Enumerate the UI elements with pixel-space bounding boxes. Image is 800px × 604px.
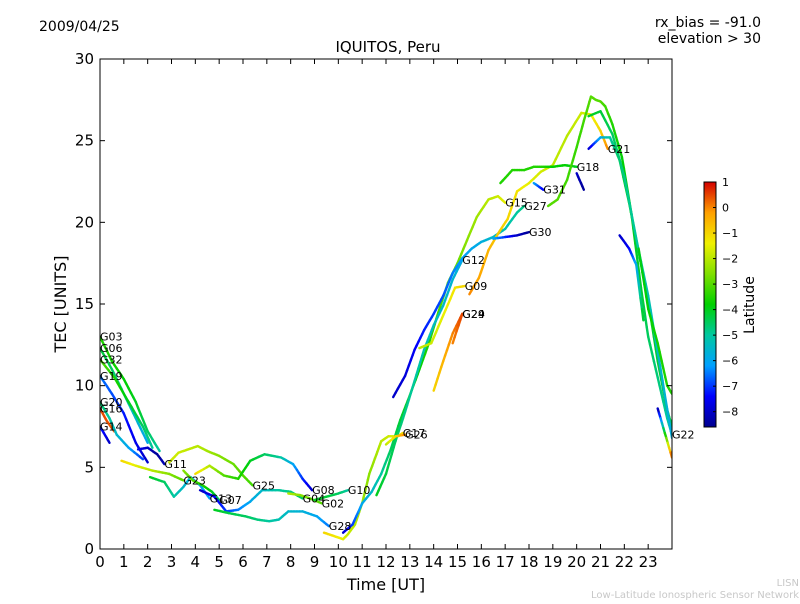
series-label-g14: G14: [100, 421, 123, 434]
x-tick-label: 15: [448, 553, 467, 571]
x-tick-label: 17: [496, 553, 515, 571]
series-segment: [641, 298, 643, 309]
rx-bias-label: rx_bias = -91.0: [655, 15, 761, 31]
colorbar-tick-label: −7: [722, 380, 738, 393]
series-label-g11: G11: [164, 458, 187, 471]
x-tick-label: 19: [543, 553, 562, 571]
y-tick-label: 20: [75, 213, 94, 231]
series-segment: [109, 441, 110, 443]
y-tick-label: 10: [75, 377, 94, 395]
colorbar-tick-label: 0: [722, 202, 729, 215]
series-label-g32: G32: [100, 354, 123, 367]
series-label-g21: G21: [608, 143, 631, 156]
x-tick-label: 2: [143, 553, 153, 571]
colorbar-tick-label: −1: [722, 227, 738, 240]
series-label-g09: G09: [465, 280, 488, 293]
series-label-g02: G02: [322, 497, 345, 510]
y-tick-label: 30: [75, 50, 94, 68]
series-label-g27: G27: [524, 200, 547, 213]
series-segment: [642, 309, 643, 320]
series-segment: [644, 307, 645, 317]
colorbar-ticks: 1 0 −1 −2 −3 −4 −5 −6 −7 −8: [713, 176, 738, 419]
series-segment: [639, 287, 640, 298]
y-axis-label: TEC [UNITS]: [51, 256, 70, 354]
x-tick-label: 4: [191, 553, 201, 571]
y-tick-label: 15: [75, 295, 94, 313]
x-tick-label: 18: [519, 553, 538, 571]
x-tick-label: 6: [238, 553, 248, 571]
colorbar-tick-label: −3: [722, 278, 738, 291]
x-tick-label: 20: [567, 553, 586, 571]
series-segment: [638, 276, 639, 287]
series-label-g12: G12: [462, 254, 485, 267]
series-segment: [582, 186, 583, 189]
colorbar-tick-label: −4: [722, 304, 738, 317]
series-label-g20: G20: [100, 396, 123, 409]
x-tick-label: 0: [95, 553, 105, 571]
y-tick-label: 0: [84, 540, 94, 558]
x-tick-label: 7: [262, 553, 272, 571]
series-label-g31: G31: [543, 184, 566, 197]
series-label-g26: G26: [405, 429, 428, 442]
series-label-g18: G18: [577, 161, 600, 174]
x-tick-label: 10: [329, 553, 348, 571]
series-segment: [645, 317, 646, 327]
credit-network: Low-Latitude Ionospheric Sensor Network: [591, 590, 799, 600]
series-label-g19: G19: [100, 370, 123, 383]
colorbar-tick-label: −8: [722, 406, 738, 419]
chart-title: IQUITOS, Peru: [335, 38, 440, 56]
series-label-g24: G24: [462, 308, 485, 321]
x-axis-label: Time [UT]: [346, 575, 425, 594]
x-tick-label: 1: [119, 553, 129, 571]
colorbar-tick-label: −6: [722, 355, 738, 368]
series-label-g28: G28: [329, 520, 352, 533]
colorbar: [704, 182, 716, 427]
series-label-g22: G22: [672, 429, 695, 442]
series-label-g10: G10: [348, 484, 371, 497]
colorbar-label: Latitude: [742, 276, 758, 334]
series-segment: [647, 327, 649, 337]
x-tick-label: 16: [472, 553, 491, 571]
x-tick-label: 3: [167, 553, 177, 571]
x-tick-label: 9: [310, 553, 320, 571]
colorbar-tick-label: 1: [722, 176, 729, 189]
colorbar-tick-label: −5: [722, 329, 738, 342]
series-label-g30: G30: [529, 226, 552, 239]
x-tick-label: 5: [214, 553, 224, 571]
series-label-g07: G07: [219, 494, 242, 507]
series-label-g25: G25: [253, 479, 276, 492]
date-label: 2009/04/25: [39, 19, 120, 35]
x-tick-label: 14: [424, 553, 443, 571]
x-tick-label: 12: [376, 553, 395, 571]
x-tick-label: 8: [286, 553, 296, 571]
series-segment: [636, 265, 637, 276]
credit-lisn: LISN: [777, 578, 799, 589]
x-tick-label: 11: [353, 553, 372, 571]
y-tick-label: 5: [84, 458, 94, 476]
x-tick-label: 21: [591, 553, 610, 571]
x-tick-label: 23: [639, 553, 658, 571]
x-tick-label: 13: [400, 553, 419, 571]
y-tick-label: 25: [75, 132, 94, 150]
colorbar-tick-label: −2: [722, 253, 738, 266]
x-tick-label: 22: [615, 553, 634, 571]
elevation-label: elevation > 30: [658, 31, 761, 47]
series-label-g23: G23: [183, 474, 206, 487]
